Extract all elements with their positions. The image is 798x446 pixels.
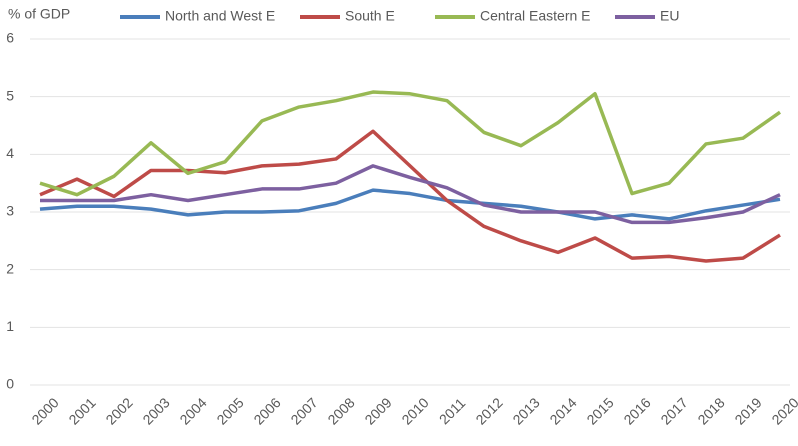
x-tick-label: 2006: [250, 394, 283, 427]
x-tick-label: 2008: [324, 394, 357, 427]
x-tick-label: 2007: [287, 394, 320, 427]
x-tick-label: 2010: [398, 394, 431, 427]
legend-label: North and West E: [165, 8, 275, 24]
series-line: [39, 129, 781, 263]
series-line: [40, 164, 781, 225]
series-line: [39, 188, 781, 221]
x-tick-label: 2012: [472, 394, 505, 427]
y-tick-label: 4: [6, 145, 14, 161]
y-tick-label: 3: [6, 203, 14, 219]
x-tick-label: 2020: [768, 394, 798, 427]
x-tick-label: 2019: [731, 394, 764, 427]
x-tick-label: 2017: [657, 394, 690, 427]
x-tick-label: 2016: [620, 394, 653, 427]
y-tick-label: 1: [6, 318, 14, 334]
y-tick-label: 0: [6, 376, 14, 392]
y-tick-label: 6: [6, 30, 14, 46]
x-tick-label: 2009: [361, 394, 394, 427]
x-tick-label: 2018: [694, 394, 727, 427]
legend-label: EU: [660, 8, 679, 24]
y-axis-label: % of GDP: [8, 6, 70, 22]
y-tick-label: 2: [6, 260, 14, 276]
x-tick-label: 2000: [28, 394, 61, 427]
x-tick-label: 2015: [583, 394, 616, 427]
x-tick-label: 2001: [65, 394, 98, 427]
x-tick-label: 2003: [139, 394, 172, 427]
x-tick-label: 2005: [213, 394, 246, 427]
x-tick-label: 2002: [102, 394, 135, 427]
x-tick-label: 2004: [176, 394, 209, 427]
legend-label: South E: [345, 8, 395, 24]
x-tick-label: 2014: [546, 394, 579, 427]
y-tick-label: 5: [6, 87, 14, 103]
x-tick-label: 2011: [436, 395, 469, 428]
x-tick-label: 2013: [509, 394, 542, 427]
legend-label: Central Eastern E: [480, 8, 591, 24]
series-line: [39, 90, 782, 197]
